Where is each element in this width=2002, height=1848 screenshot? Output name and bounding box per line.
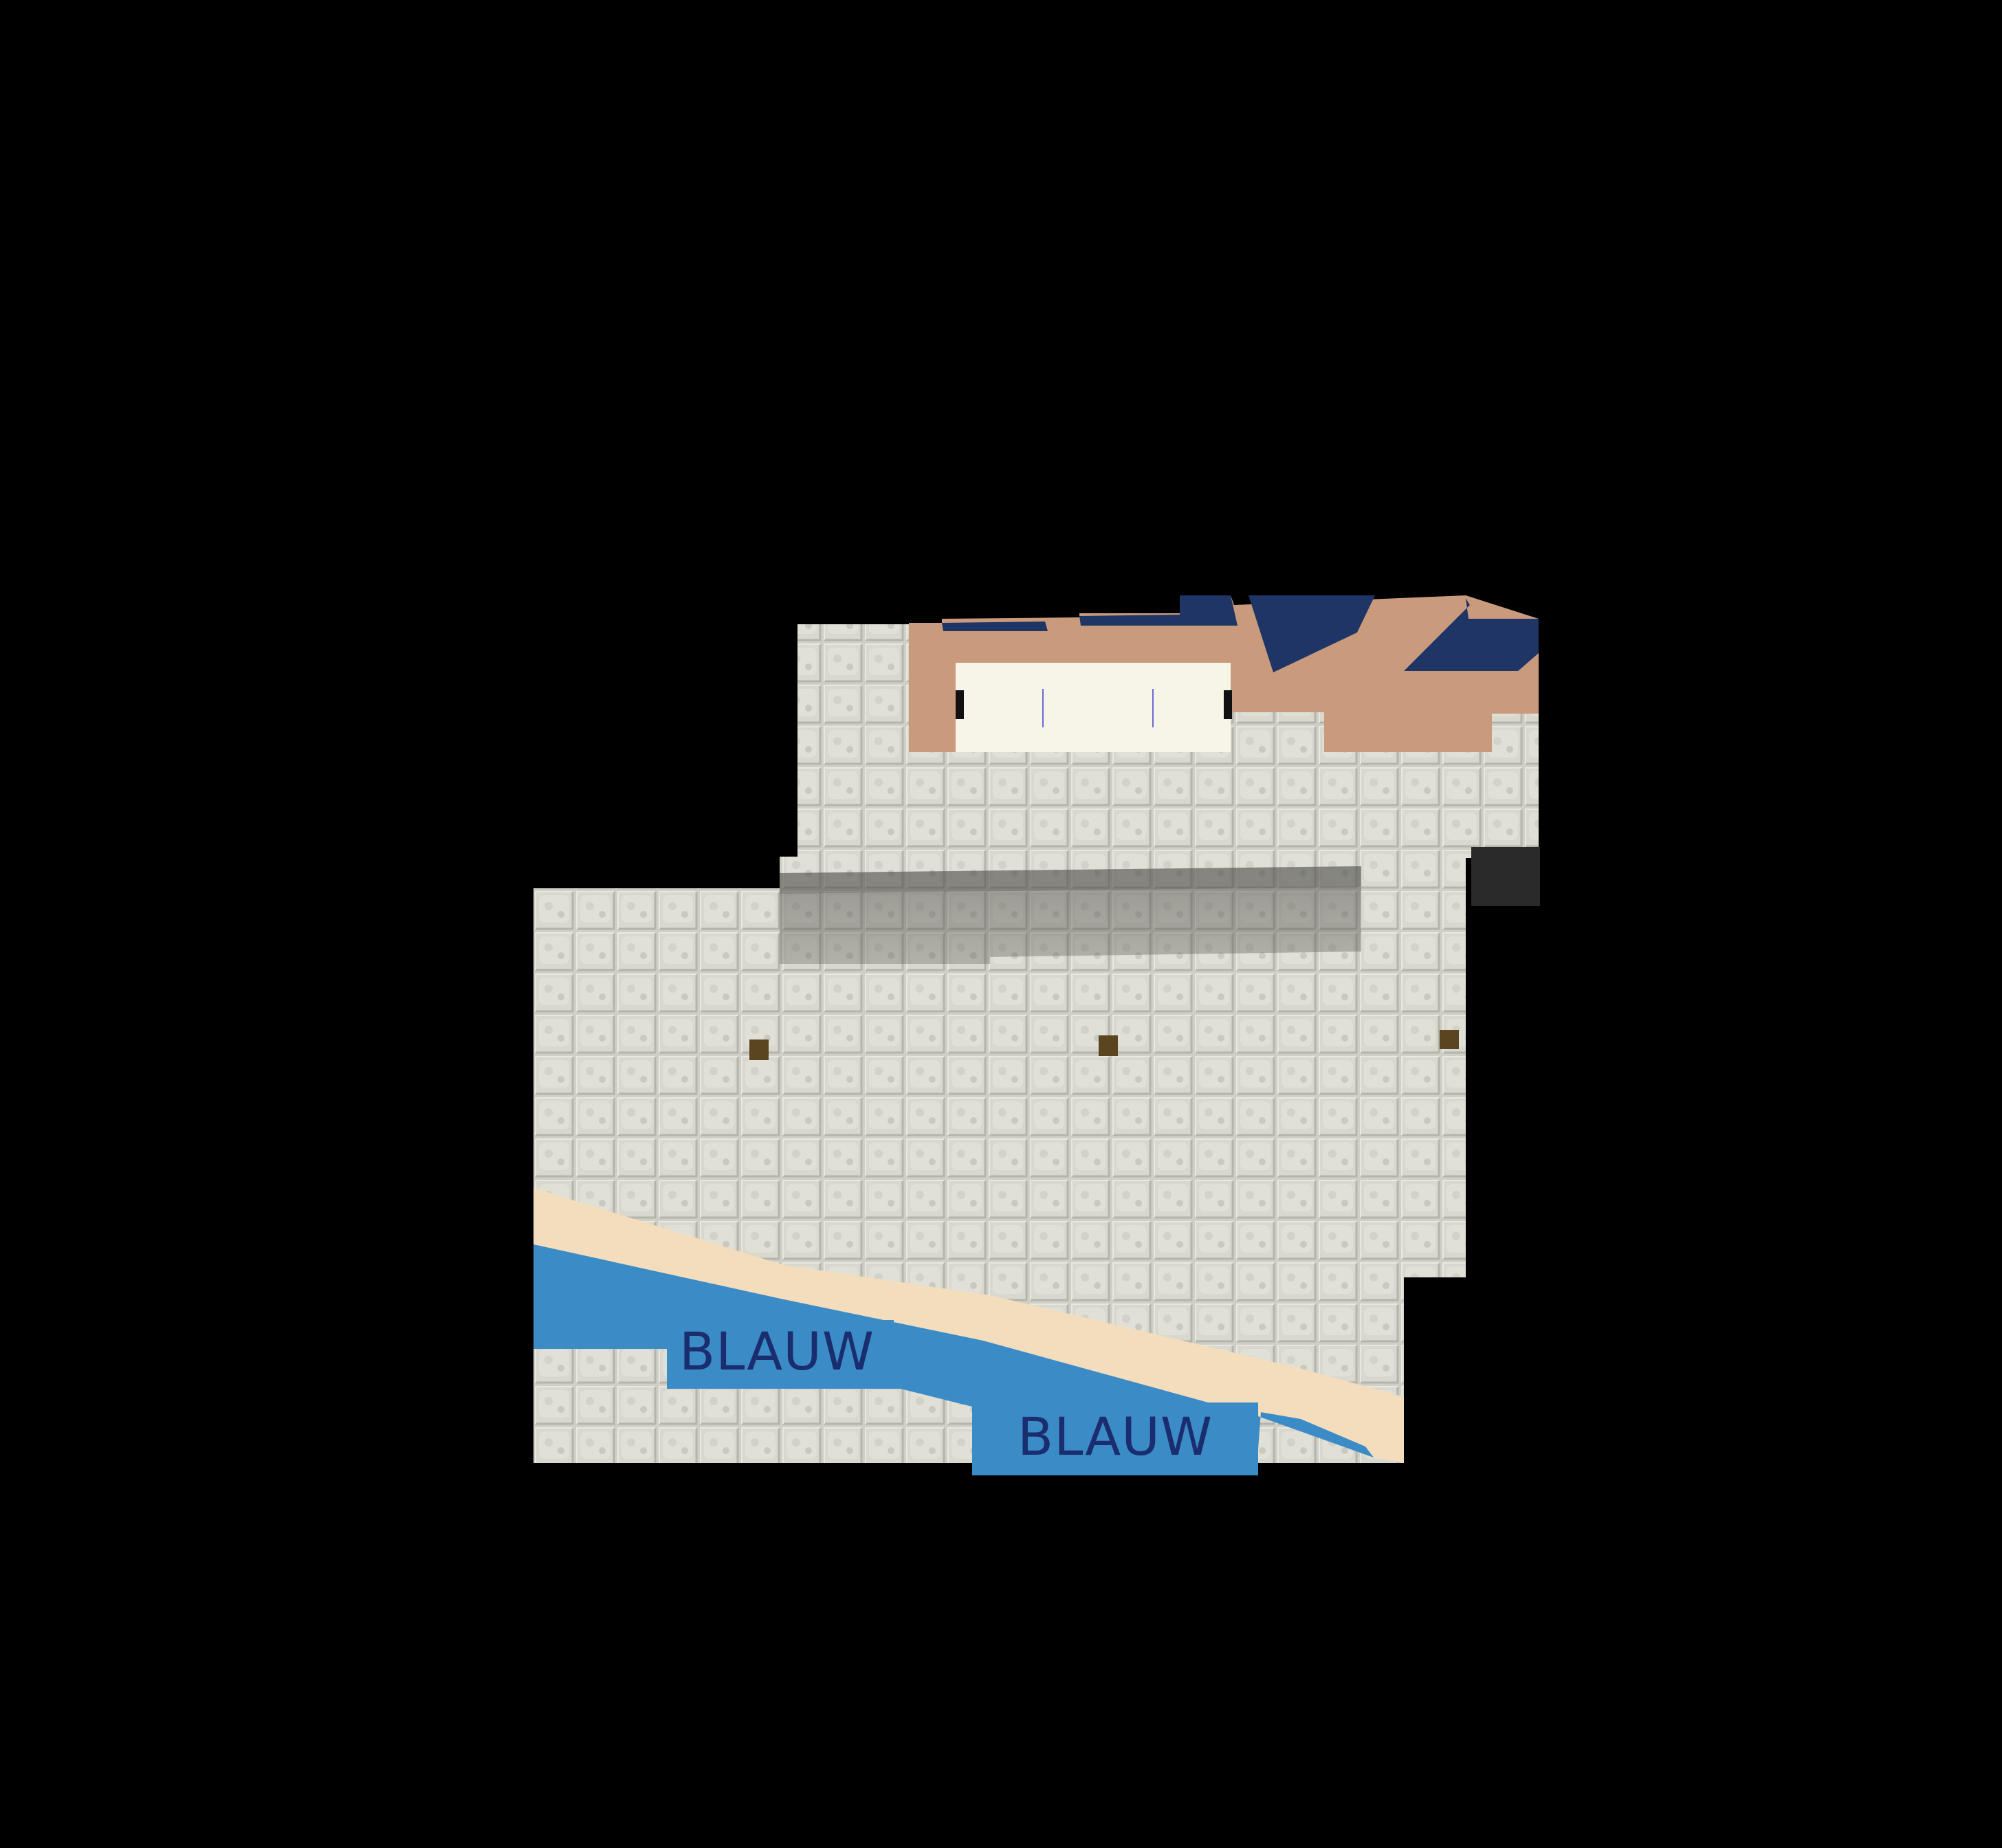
water-area	[534, 1244, 1374, 1475]
square-marker-icon	[1440, 1030, 1459, 1049]
square-marker-icon	[749, 1040, 769, 1060]
shadow-band	[780, 866, 1361, 964]
water-label-1: BLAUW	[679, 1321, 874, 1382]
square-marker-icon	[1099, 1035, 1118, 1056]
sand-strip	[534, 1188, 1404, 1463]
water-label-2: BLAUW	[1018, 1406, 1213, 1467]
dark-block	[1471, 847, 1540, 906]
building-roof	[909, 595, 1539, 752]
